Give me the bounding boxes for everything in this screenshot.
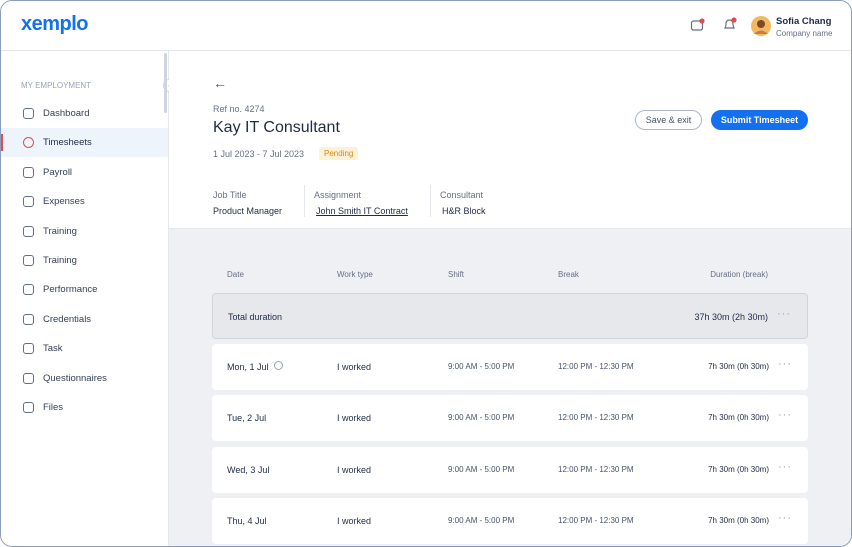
shift: 9:00 AM - 5:00 PM: [448, 464, 515, 474]
column-header: Work type: [337, 270, 373, 279]
detail-value[interactable]: John Smith IT Contract: [316, 206, 408, 216]
timesheet-row[interactable]: Tue, 2 Jul I worked 9:00 AM - 5:00 PM 12:00…: [212, 395, 808, 442]
messages-icon[interactable]: [690, 18, 706, 34]
section-label: MY EMPLOYMENT: [21, 81, 92, 90]
nav-item[interactable]: Payroll: [1, 158, 168, 187]
date: Mon, 1 Jul: [227, 362, 269, 372]
more-button[interactable]: ···: [777, 308, 791, 320]
dates: 1 Jul 2023 - 7 Jul 2023: [213, 149, 305, 159]
work-type: I worked: [337, 413, 372, 424]
user-role: Company name: [776, 29, 833, 38]
more-button[interactable]: ···: [778, 511, 792, 524]
column-header: Break: [558, 270, 579, 279]
detail-value: H&R Block: [442, 206, 486, 216]
nav-icon: [23, 284, 34, 296]
date: Thu, 4 Jul: [227, 515, 267, 526]
nav-icon: [23, 225, 34, 237]
total-duration: 37h 30m (2h 30m): [694, 312, 768, 322]
shift: 9:00 AM - 5:00 PM: [448, 413, 515, 423]
break: 12:00 PM - 12:30 PM: [558, 464, 634, 474]
date: Tue, 2 Jul: [227, 413, 267, 424]
timesheet-header: ← Ref no. 4274 Kay IT Consultant 1 Jul 2…: [169, 51, 851, 229]
nav-icon: [23, 313, 34, 325]
timesheet-row[interactable]: Wed, 3 Jul I worked 9:00 AM - 5:00 PM 12:00…: [212, 446, 808, 493]
timesheet-row[interactable]: Thu, 4 Jul I worked 9:00 AM - 5:00 PM 12:00…: [212, 497, 808, 544]
ref: Ref no. 4274: [213, 104, 265, 114]
nav-icon: [23, 137, 34, 149]
nav-item[interactable]: Training: [1, 217, 168, 246]
break: 12:00 PM - 12:30 PM: [558, 362, 634, 371]
break: 12:00 PM - 12:30 PM: [558, 515, 634, 525]
nav-item[interactable]: Credentials: [1, 305, 168, 334]
save-exit-button[interactable]: Save & exit: [635, 110, 702, 130]
nav-item[interactable]: Performance: [1, 275, 168, 304]
divider: [430, 185, 431, 217]
detail-value: Product Manager: [213, 206, 283, 216]
duration: 7h 30m (0h 30m): [708, 515, 769, 525]
submit-button[interactable]: Submit Timesheet: [711, 110, 808, 130]
nav-item[interactable]: Expenses: [1, 187, 168, 216]
divider: [304, 185, 305, 217]
nav-item[interactable]: Questionnaires: [1, 364, 168, 393]
timesheet-row[interactable]: Mon, 1 Jul I worked 9:00 AM - 5:00 PM 12:00…: [212, 344, 808, 390]
nav-icon: [23, 372, 34, 384]
status-badge: Pending: [319, 147, 359, 160]
nav-item[interactable]: Training: [1, 246, 168, 275]
nav-icon: [23, 402, 34, 413]
work-type: I worked: [337, 464, 372, 475]
user-name: Sofia Chang: [776, 16, 832, 27]
avatar[interactable]: [751, 16, 771, 36]
duration: 7h 30m (0h 30m): [708, 464, 769, 474]
duration: 7h 30m (0h 30m): [708, 413, 769, 423]
duration: 7h 30m (0h 30m): [708, 362, 769, 371]
logo[interactable]: xemplo: [21, 13, 89, 35]
detail-label: Assignment: [314, 190, 362, 200]
title: Kay IT Consultant: [213, 119, 340, 136]
column-header: Shift: [448, 270, 465, 279]
column-header: Date: [227, 270, 244, 279]
sidebar: MY EMPLOYMENT ‹ DashboardTimesheetsPayro…: [1, 51, 176, 546]
detail-label: Job Title: [213, 190, 247, 200]
work-type: I worked: [337, 362, 372, 372]
date: Wed, 3 Jul: [227, 464, 270, 475]
nav-item[interactable]: Files: [1, 393, 168, 422]
nav-icon: [23, 166, 34, 178]
header: xemplo Sofia Chang Company name: [1, 1, 851, 51]
more-button[interactable]: ···: [778, 460, 792, 473]
total-label: Total duration: [228, 312, 283, 322]
break: 12:00 PM - 12:30 PM: [558, 413, 634, 423]
more-button[interactable]: ···: [778, 358, 792, 370]
nav-item[interactable]: Dashboard: [1, 99, 168, 128]
nav-icon: [23, 343, 34, 355]
work-type: I worked: [337, 515, 372, 526]
detail-label: Consultant: [440, 190, 484, 200]
column-header: Duration (break): [710, 270, 768, 279]
nav-icon: [23, 196, 34, 208]
nav-icon: [23, 255, 34, 266]
back-button[interactable]: ←: [213, 75, 227, 91]
nav-item[interactable]: Task: [1, 334, 168, 363]
nav-icon: [23, 108, 34, 119]
shift: 9:00 AM - 5:00 PM: [448, 362, 515, 371]
info-icon[interactable]: [274, 361, 283, 370]
notifications-icon[interactable]: [722, 17, 738, 33]
nav-item[interactable]: Timesheets: [1, 128, 168, 158]
total-row: Total duration 37h 30m (2h 30m) ···: [212, 293, 808, 339]
more-button[interactable]: ···: [778, 409, 792, 422]
scrollbar[interactable]: [164, 53, 167, 113]
shift: 9:00 AM - 5:00 PM: [448, 515, 515, 525]
